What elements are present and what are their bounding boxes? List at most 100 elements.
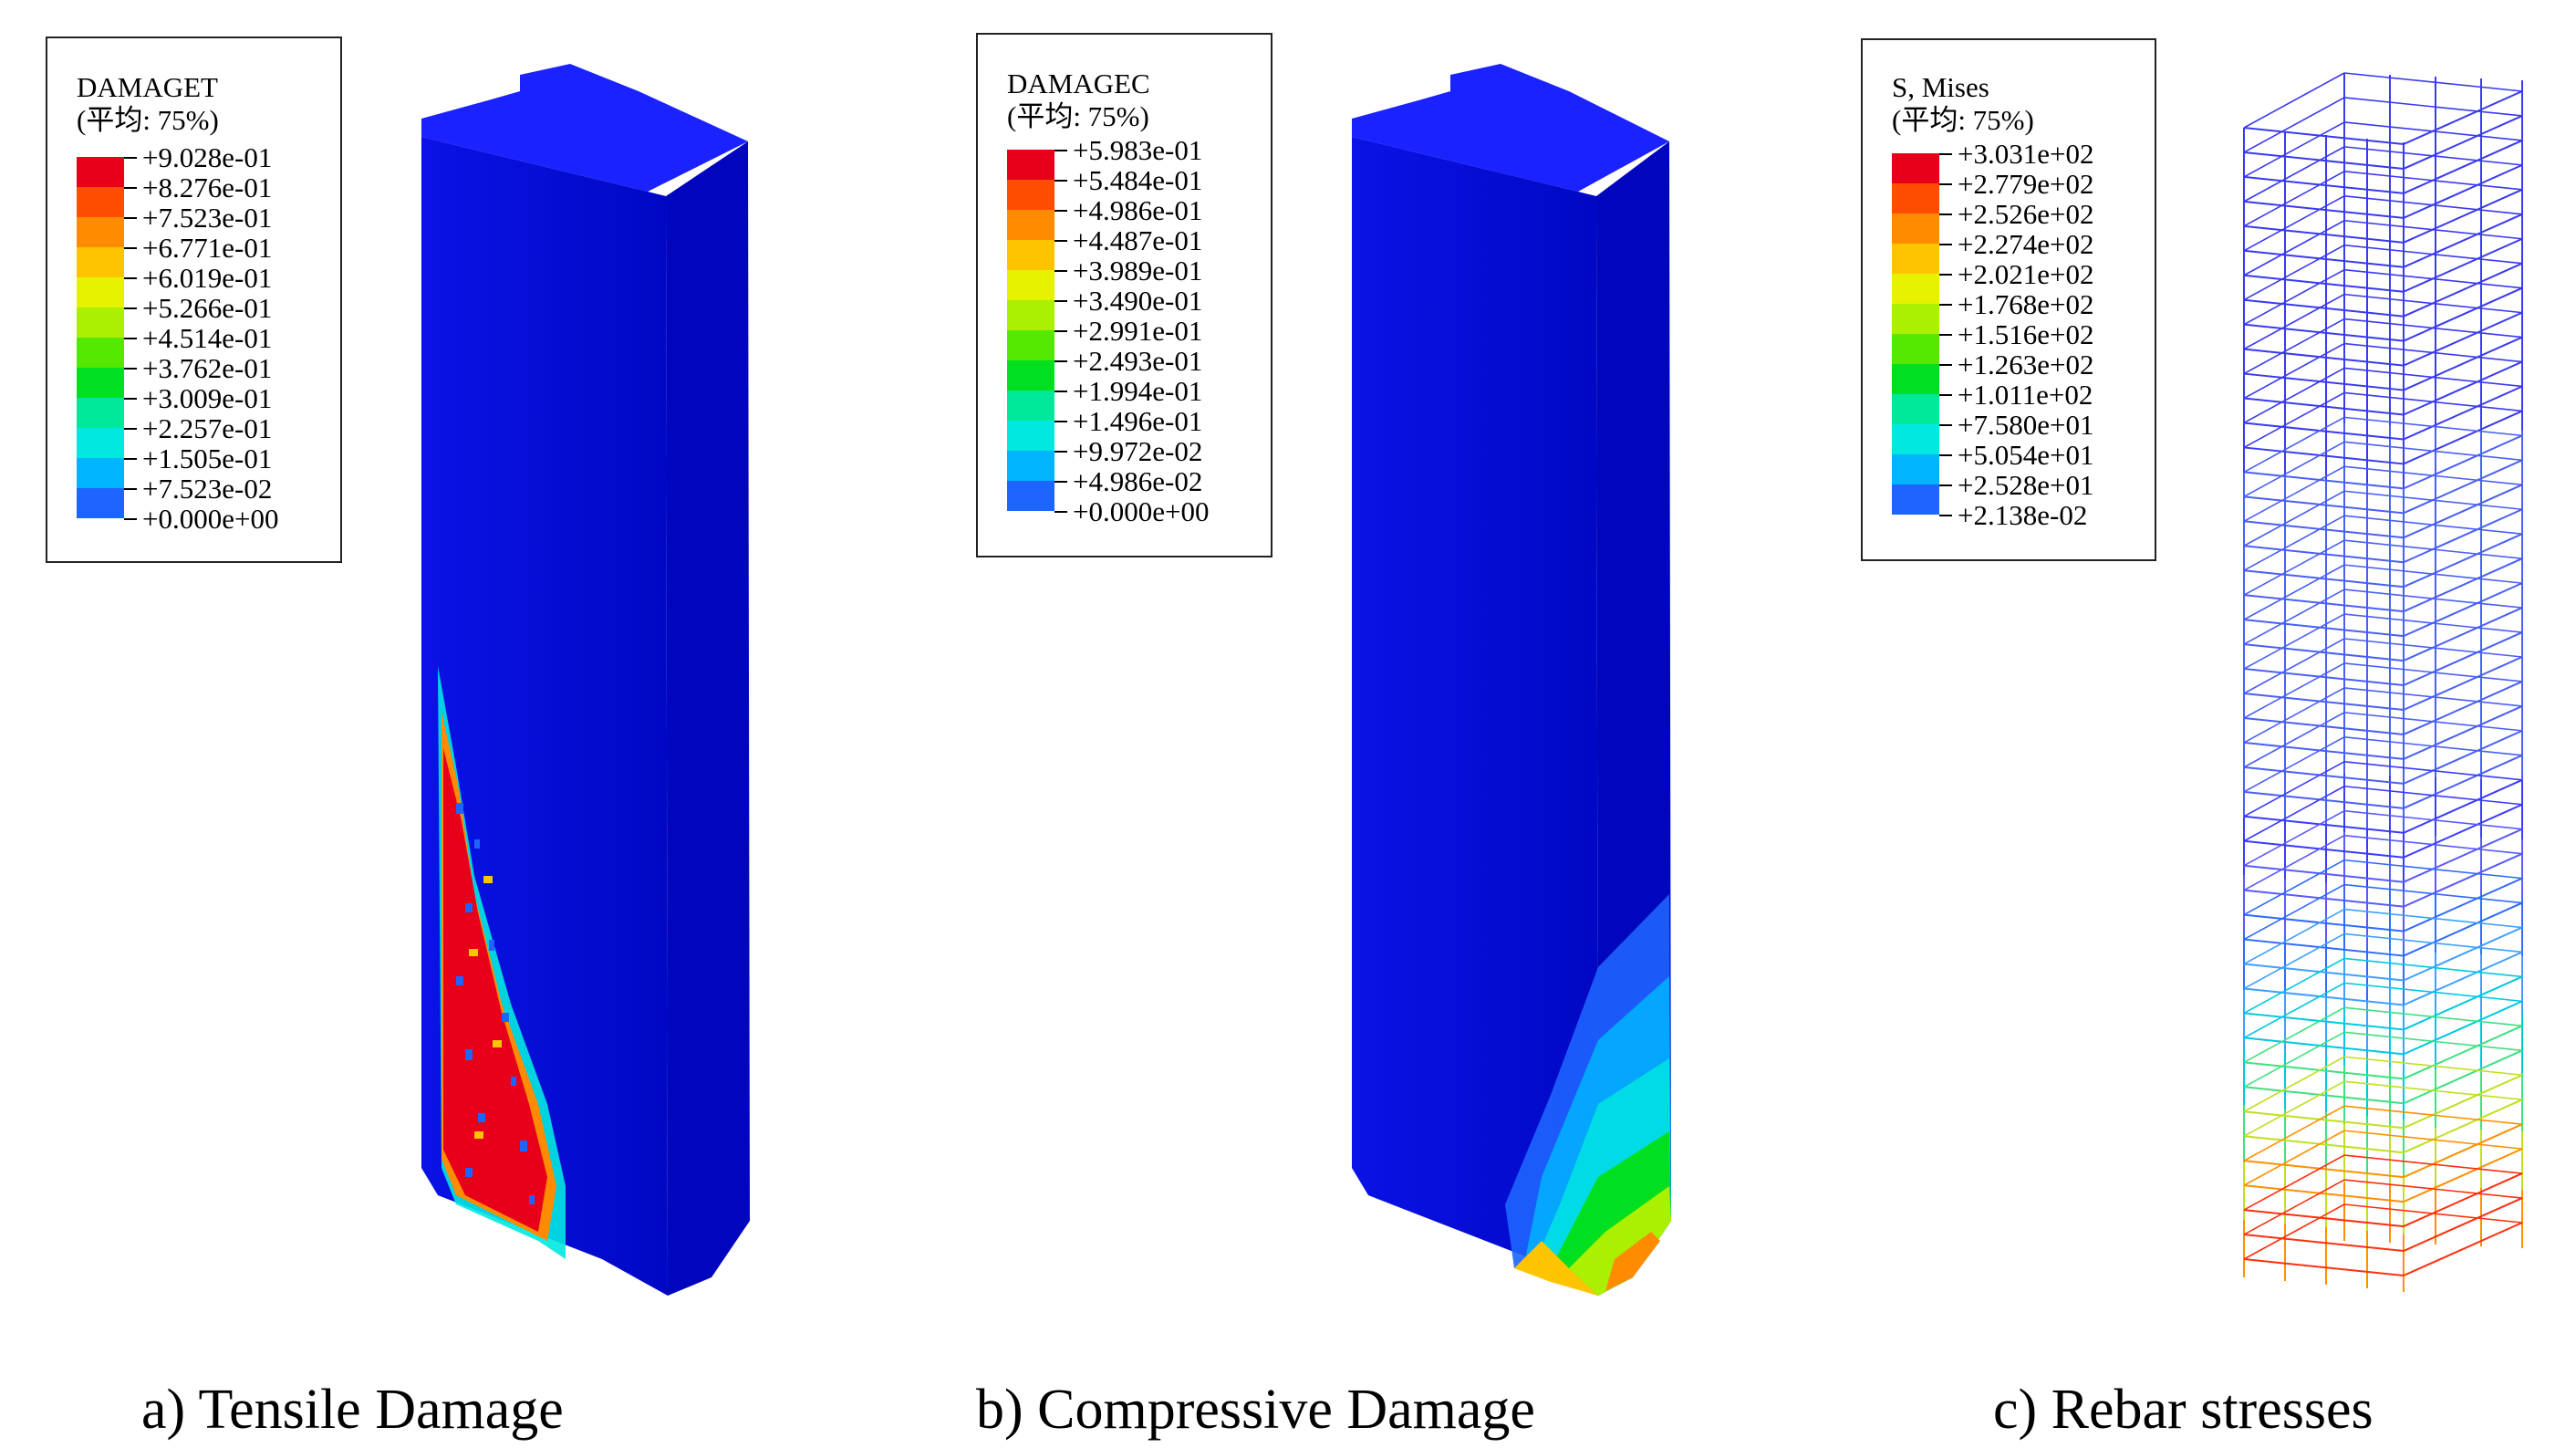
rebar-segment [2343,736,2523,756]
rebar-segment [2243,662,2345,719]
legend-value: +4.986e-01 [1073,194,1203,226]
compressive-damage-zone [1505,894,1671,1296]
legend-swatch [77,277,124,307]
rebar-segment [2343,342,2523,363]
legend-value: +2.526e+02 [1958,198,2094,230]
rebar-segment [2243,342,2345,400]
legend-value: +6.019e-01 [142,262,273,294]
legend-swatch [1892,183,1939,214]
rebar-segment [2343,834,2523,855]
rebar-segment [2243,441,2345,498]
rebar-segment [2403,188,2523,244]
rebar-segment [2243,1135,2405,1154]
legend-value: +5.983e-01 [1073,134,1203,166]
legend-value: +2.021e+02 [1958,258,2094,290]
rebar-segment [2243,736,2345,793]
rebar-segment [2403,484,2523,539]
legend-tick [1939,214,1952,215]
legend-value: +3.490e-01 [1073,285,1203,317]
rebar-segment [2243,693,2405,711]
rebar-segment [2343,490,2523,511]
rebar-segment [2343,1154,2523,1174]
rebar-segment [2243,471,2405,490]
rebar-segment [2343,1006,2523,1027]
legend-swatch [1892,484,1939,515]
panel-tensile-damage: DAMAGET (平均: 75%) +9.028e-01 +8.276e-01 +7… [0,0,857,1448]
legend-value: +7.523e-02 [142,473,273,505]
panel-rebar-stresses: S, Mises (平均: 75%) +3.031e+02 +2.779e+02 +… [1788,0,2576,1448]
rebar-segment [2403,681,2523,735]
legend-swatch [77,368,124,398]
rebar-segment [2243,1006,2345,1064]
rebar-segment [2403,410,2523,465]
legend-damagec: DAMAGEC (平均: 75%) +5.983e-01 +5.484e-01 +4… [976,33,1272,557]
rebar-segment [2243,200,2405,219]
rebar-segment [2243,545,2405,564]
rebar-segment [2243,1110,2405,1130]
caption-tensile: a) Tensile Damage [141,1379,564,1441]
rebar-segment [2243,244,2345,301]
rebar-segment [2243,1012,2405,1031]
rebar-segment [2403,951,2523,1006]
legend-value: +0.000e+00 [1073,495,1210,527]
legend-value: +1.496e-01 [1073,405,1203,437]
rebar-segment [2343,318,2523,339]
legend-tick [1939,334,1952,336]
legend-swatch [1892,334,1939,364]
legend-swatch [77,458,124,488]
rebar-segment [2343,1031,2523,1052]
rebar-segment [2343,97,2523,117]
rebar-segment [2343,293,2523,314]
color-scale: +9.028e-01 +8.276e-01 +7.523e-01 +6.771e-01… [77,142,278,547]
rebar-segment [2243,638,2345,694]
rebar-segment [2243,146,2345,203]
rebar-segment [2243,913,2405,932]
legend-value: +5.484e-01 [1073,164,1203,196]
rebar-segment [2243,809,2345,867]
tensile-damage-column-contour [421,64,750,1296]
rebar-segment [2403,852,2523,908]
rebar-segment [2343,121,2523,141]
rebar-segment [2343,367,2523,388]
legend-tick [1054,481,1067,483]
rebar-segment [2243,1203,2345,1260]
rebar-segment [2343,982,2523,1003]
legend-value: +7.580e+01 [1958,409,2094,441]
rebar-segment [2403,1172,2523,1228]
rebar-segment [2403,656,2523,711]
rebar-segment [2403,729,2523,785]
color-scale: +5.983e-01 +5.484e-01 +4.986e-01 +4.487e-01… [1007,135,1209,539]
rebar-segment [2403,163,2523,219]
legend-averaging: (平均: 75%) [1007,100,1149,132]
rebar-segment [2243,372,2405,391]
panel-compressive-damage: DAMAGEC (平均: 75%) +5.983e-01 +5.484e-01 +4… [912,0,1733,1448]
legend-value: +2.138e-02 [1958,499,2088,531]
column-side-face [666,141,750,1296]
rebar-segment [2403,139,2523,194]
rebar-segment [2243,963,2405,982]
rebar-segment [2343,391,2523,412]
caption-compressive: b) Compressive Damage [976,1379,1535,1441]
rebar-segment [2343,465,2523,486]
rebar-segment [2403,213,2523,268]
rebar-segment [2243,594,2405,613]
legend-swatch [1007,451,1054,481]
rebar-segment [2243,367,2345,424]
legend-swatch [1892,394,1939,424]
rebar-segment [2343,662,2523,682]
legend-swatch [77,247,124,277]
legend-value: +2.493e-01 [1073,345,1203,377]
rebar-segment [2403,1197,2523,1252]
rebar-segment [2343,760,2523,781]
rebar-segment [2343,638,2523,658]
legend-tick [124,458,137,460]
rebar-segment [2243,171,2345,227]
rebar-segment [2243,589,2345,645]
legend-averaging: (平均: 75%) [1892,104,2034,136]
legend-swatch [1892,153,1939,183]
rebar-segment [2243,1037,2405,1056]
rebar-segment [2243,416,2345,474]
rebar-segment [2343,1056,2523,1077]
rebar-segment [2243,274,2405,293]
legend-value: +2.274e+02 [1958,228,2094,260]
